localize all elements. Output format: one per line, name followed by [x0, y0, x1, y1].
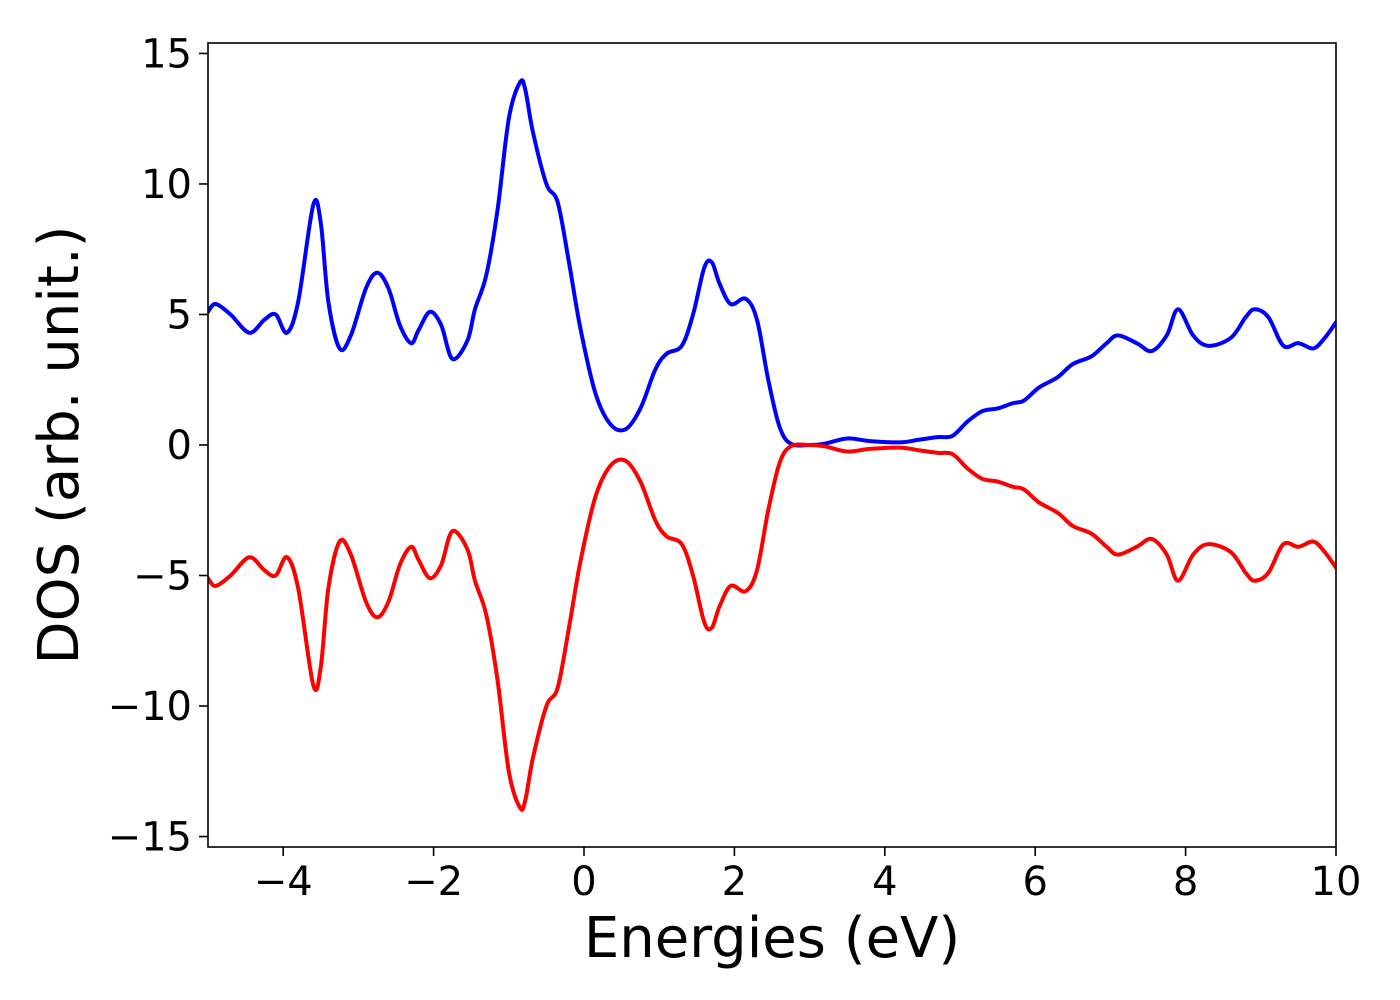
- series-line-1: [208, 78, 1336, 448]
- x-tick-label: 10: [1311, 859, 1362, 905]
- y-tick-label: 0: [167, 423, 192, 469]
- x-tick-label: 2: [722, 859, 747, 905]
- x-axis-ticks: −4 −2 0 2 4 6 8 10: [254, 847, 1362, 905]
- y-tick-label: −15: [108, 815, 192, 861]
- x-tick-label: 4: [872, 859, 897, 905]
- y-axis-label: DOS (arb. unit.): [27, 225, 92, 664]
- y-tick-label: −5: [133, 554, 192, 600]
- series-layer: [208, 78, 1336, 812]
- y-tick-label: −10: [108, 684, 192, 730]
- x-tick-label: 8: [1173, 859, 1198, 905]
- y-axis-ticks: −15 −10 −5 0 5 10 15: [108, 31, 208, 861]
- x-tick-label: 6: [1022, 859, 1047, 905]
- plot-frame: [207, 42, 1337, 848]
- y-tick-label: 10: [141, 162, 192, 208]
- y-tick-label: 5: [167, 292, 192, 338]
- x-tick-label: −2: [404, 859, 463, 905]
- x-tick-label: 0: [571, 859, 596, 905]
- x-axis-label: Energies (eV): [584, 906, 960, 971]
- x-tick-label: −4: [254, 859, 313, 905]
- y-tick-label: 15: [141, 31, 192, 77]
- series-line-2: [208, 442, 1336, 812]
